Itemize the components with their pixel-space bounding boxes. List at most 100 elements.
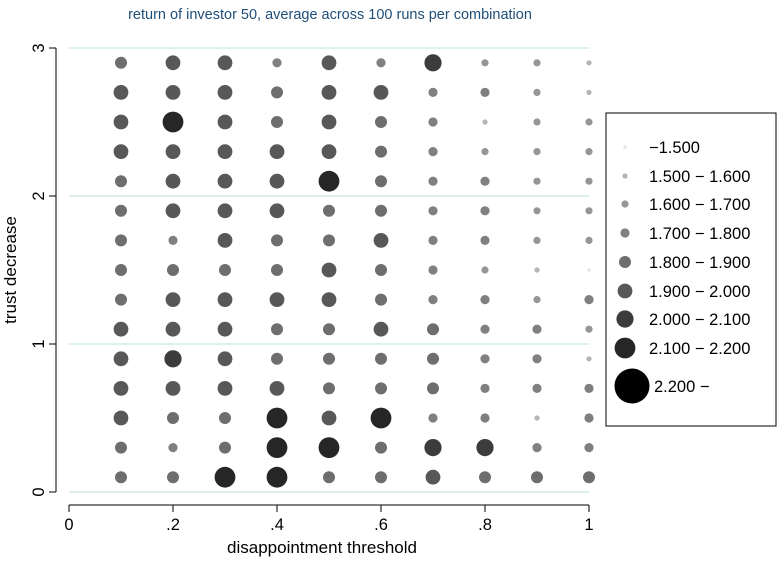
chart-title: return of investor 50, average across 10…	[128, 7, 532, 23]
y-ticks: 0 1 2 3	[30, 43, 56, 497]
x-tick-label: .6	[374, 516, 388, 534]
data-point	[115, 175, 127, 188]
data-point	[113, 85, 129, 100]
data-point	[271, 352, 283, 365]
data-point	[167, 471, 179, 484]
data-point	[168, 443, 178, 453]
data-point	[586, 356, 592, 362]
data-point	[219, 441, 231, 454]
data-point	[269, 203, 285, 219]
data-point	[533, 118, 541, 126]
legend-marker	[623, 145, 627, 149]
data-point	[424, 54, 442, 72]
legend-label: 1.500 − 1.600	[649, 168, 750, 186]
data-point	[480, 176, 490, 186]
data-point	[482, 119, 488, 125]
legend-marker	[616, 310, 634, 328]
data-point	[115, 441, 127, 454]
data-point	[321, 262, 337, 278]
data-point	[165, 144, 181, 160]
legend-label: 2.000 − 2.100	[649, 311, 750, 329]
data-point	[323, 234, 335, 247]
data-point	[533, 207, 541, 215]
data-point	[165, 55, 181, 71]
data-point	[321, 85, 337, 100]
data-point	[428, 87, 438, 97]
data-point	[428, 176, 438, 186]
data-point	[321, 55, 337, 71]
data-point	[533, 177, 541, 185]
data-point	[476, 439, 494, 457]
data-point	[165, 85, 181, 100]
data-point	[167, 264, 179, 276]
data-point	[480, 413, 490, 423]
axes	[55, 48, 589, 506]
data-point	[323, 323, 335, 336]
legend-marker	[622, 173, 628, 179]
data-point	[269, 173, 285, 189]
data-point	[323, 382, 335, 395]
data-point	[115, 264, 127, 276]
data-point	[585, 118, 593, 126]
y-axis-label: trust decrease	[1, 216, 20, 324]
data-point	[113, 114, 129, 130]
data-point	[480, 354, 490, 364]
data-point	[321, 144, 337, 160]
legend-label: 1.600 − 1.700	[649, 196, 750, 214]
data-point	[321, 410, 337, 426]
data-point	[587, 268, 591, 272]
data-point	[269, 292, 285, 307]
data-point	[217, 351, 233, 367]
data-point	[585, 236, 593, 244]
data-point	[533, 148, 541, 156]
data-point	[480, 324, 490, 334]
data-point	[428, 295, 438, 305]
data-point	[115, 471, 127, 484]
data-point	[586, 60, 592, 66]
data-point	[585, 325, 593, 333]
data-point	[321, 114, 337, 130]
data-point	[427, 382, 439, 395]
legend-label: 1.800 − 1.900	[649, 254, 750, 272]
data-point	[376, 58, 386, 68]
y-tick-label: 3	[30, 43, 48, 52]
data-point	[370, 407, 392, 429]
data-point	[219, 264, 231, 276]
data-point	[481, 266, 489, 274]
legend-label: 1.900 − 2.000	[649, 283, 750, 301]
x-axis-label: disappointment threshold	[227, 538, 417, 557]
data-point	[217, 55, 233, 71]
data-point	[532, 383, 542, 393]
data-point	[375, 264, 387, 276]
legend-label: 2.100 − 2.200	[649, 340, 750, 358]
data-point	[428, 235, 438, 245]
data-point	[480, 206, 490, 216]
data-point	[271, 234, 283, 247]
data-point	[586, 89, 592, 95]
data-point	[167, 412, 179, 424]
data-point	[424, 439, 442, 457]
data-point	[375, 471, 387, 484]
legend-marker	[614, 368, 650, 404]
data-point	[534, 267, 540, 273]
data-point	[323, 204, 335, 217]
data-point	[584, 443, 594, 453]
data-point	[585, 177, 593, 185]
data-point	[162, 111, 184, 133]
data-point	[479, 471, 491, 484]
data-point	[323, 352, 335, 365]
legend-marker	[620, 228, 630, 238]
data-point	[425, 469, 441, 485]
x-tick-label: 1	[584, 516, 593, 534]
data-point	[533, 296, 541, 304]
data-point	[584, 383, 594, 393]
data-point	[165, 292, 181, 307]
data-point	[217, 321, 233, 337]
data-point	[533, 59, 541, 67]
data-point	[168, 235, 178, 245]
gridlines	[69, 47, 589, 493]
data-point	[271, 86, 283, 99]
x-tick-label: .4	[270, 516, 284, 534]
data-point	[266, 466, 288, 488]
